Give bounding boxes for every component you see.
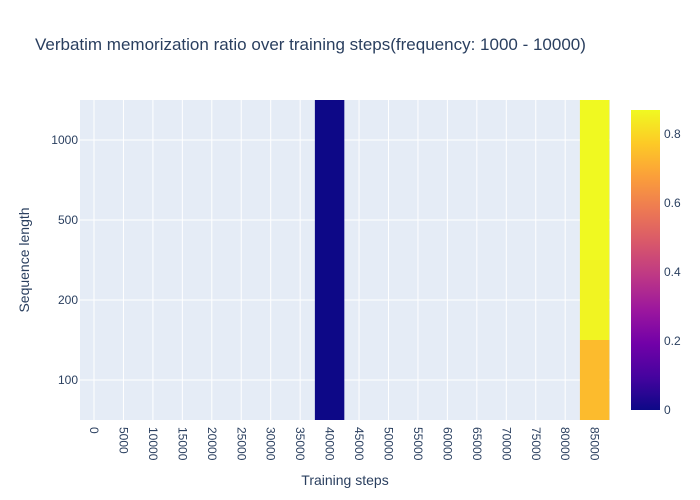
y-tick-label: 200: [58, 293, 78, 307]
heatmap-cells: [314, 100, 610, 420]
heatmap-cell: [579, 260, 610, 340]
x-tick-label: 20000: [205, 427, 219, 461]
heatmap-cell: [579, 100, 610, 180]
heatmap-cell: [314, 180, 345, 260]
x-tick-label: 70000: [499, 427, 513, 461]
x-tick-label: 85000: [588, 427, 602, 461]
x-tick-label: 5000: [116, 427, 130, 454]
colorbar-ticks: 0 0.2 0.4 0.6 0.8: [664, 127, 681, 417]
colorbar-tick-label: 0.4: [664, 265, 681, 279]
x-tick-label: 60000: [440, 427, 454, 461]
heatmap-cell: [314, 100, 345, 180]
y-tick-label: 500: [58, 213, 78, 227]
colorbar-tick-label: 0.8: [664, 127, 681, 141]
x-tick-label: 0: [87, 427, 101, 434]
x-tick-label: 75000: [529, 427, 543, 461]
y-tick-label: 1000: [51, 133, 78, 147]
x-tick-label: 50000: [382, 427, 396, 461]
heatmap-cell: [579, 340, 610, 420]
chart-title: Verbatim memorization ratio over trainin…: [35, 35, 586, 54]
x-tick-label: 35000: [293, 427, 307, 461]
y-tick-label: 100: [58, 373, 78, 387]
x-tick-label: 15000: [175, 427, 189, 461]
x-tick-label: 80000: [558, 427, 572, 461]
colorbar-tick-label: 0.6: [664, 196, 681, 210]
x-axis-ticks: 0 5000 10000 15000 20000 25000 30000 35000 40000…: [87, 427, 602, 461]
heatmap-cell: [314, 260, 345, 340]
x-tick-label: 45000: [352, 427, 366, 461]
colorbar-tick-label: 0.2: [664, 334, 681, 348]
heatmap-cell: [314, 340, 345, 420]
colorbar-tick-label: 0: [664, 403, 671, 417]
x-tick-label: 25000: [234, 427, 248, 461]
x-tick-label: 55000: [411, 427, 425, 461]
y-axis-label: Sequence length: [16, 207, 32, 312]
plot-background: [80, 100, 610, 420]
heatmap-cell: [579, 180, 610, 260]
x-tick-label: 40000: [323, 427, 337, 461]
x-axis-label: Training steps: [301, 472, 388, 488]
y-axis-ticks: 100 200 500 1000: [51, 133, 78, 387]
x-tick-label: 65000: [470, 427, 484, 461]
x-tick-label: 10000: [146, 427, 160, 461]
colorbar: [631, 110, 660, 410]
x-tick-label: 30000: [264, 427, 278, 461]
